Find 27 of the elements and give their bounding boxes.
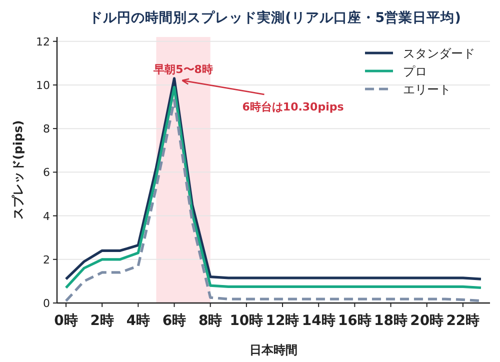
x-tick-label: 10時	[230, 313, 264, 329]
x-tick-label: 6時	[162, 313, 186, 329]
y-tick-label: 2	[43, 253, 50, 266]
y-tick-label: 10	[36, 78, 50, 92]
legend-label: スタンダード	[403, 46, 475, 60]
chart-title: ドル円の時間別スプレッド実測(リアル口座・5営業日平均)	[89, 9, 461, 26]
band-label: 早朝5〜8時	[152, 63, 213, 76]
x-tick-label: 12時	[266, 313, 300, 329]
x-tick-label: 14時	[302, 313, 336, 329]
x-tick-label: 18時	[374, 313, 408, 329]
y-tick-label: 8	[43, 122, 50, 136]
legend-label: プロ	[403, 64, 427, 78]
x-tick-label: 22時	[446, 313, 480, 329]
annotation: 6時台は10.30pips	[242, 100, 344, 114]
y-tick-label: 6	[43, 166, 50, 180]
y-tick-label: 4	[43, 210, 50, 223]
x-tick-label: 4時	[126, 313, 150, 329]
x-tick-label: 20時	[410, 313, 444, 329]
x-tick-label: 2時	[90, 313, 114, 329]
legend-label: エリート	[403, 82, 451, 96]
x-tick-label: 16時	[338, 313, 372, 329]
x-axis-title: 日本時間	[250, 343, 298, 357]
y-tick-label: 12	[36, 35, 50, 48]
x-tick-label: 8時	[198, 313, 222, 329]
y-tick-label: 0	[43, 297, 50, 310]
y-axis-title: スプレッド(pips)	[11, 120, 25, 220]
x-tick-label: 0時	[54, 313, 78, 329]
